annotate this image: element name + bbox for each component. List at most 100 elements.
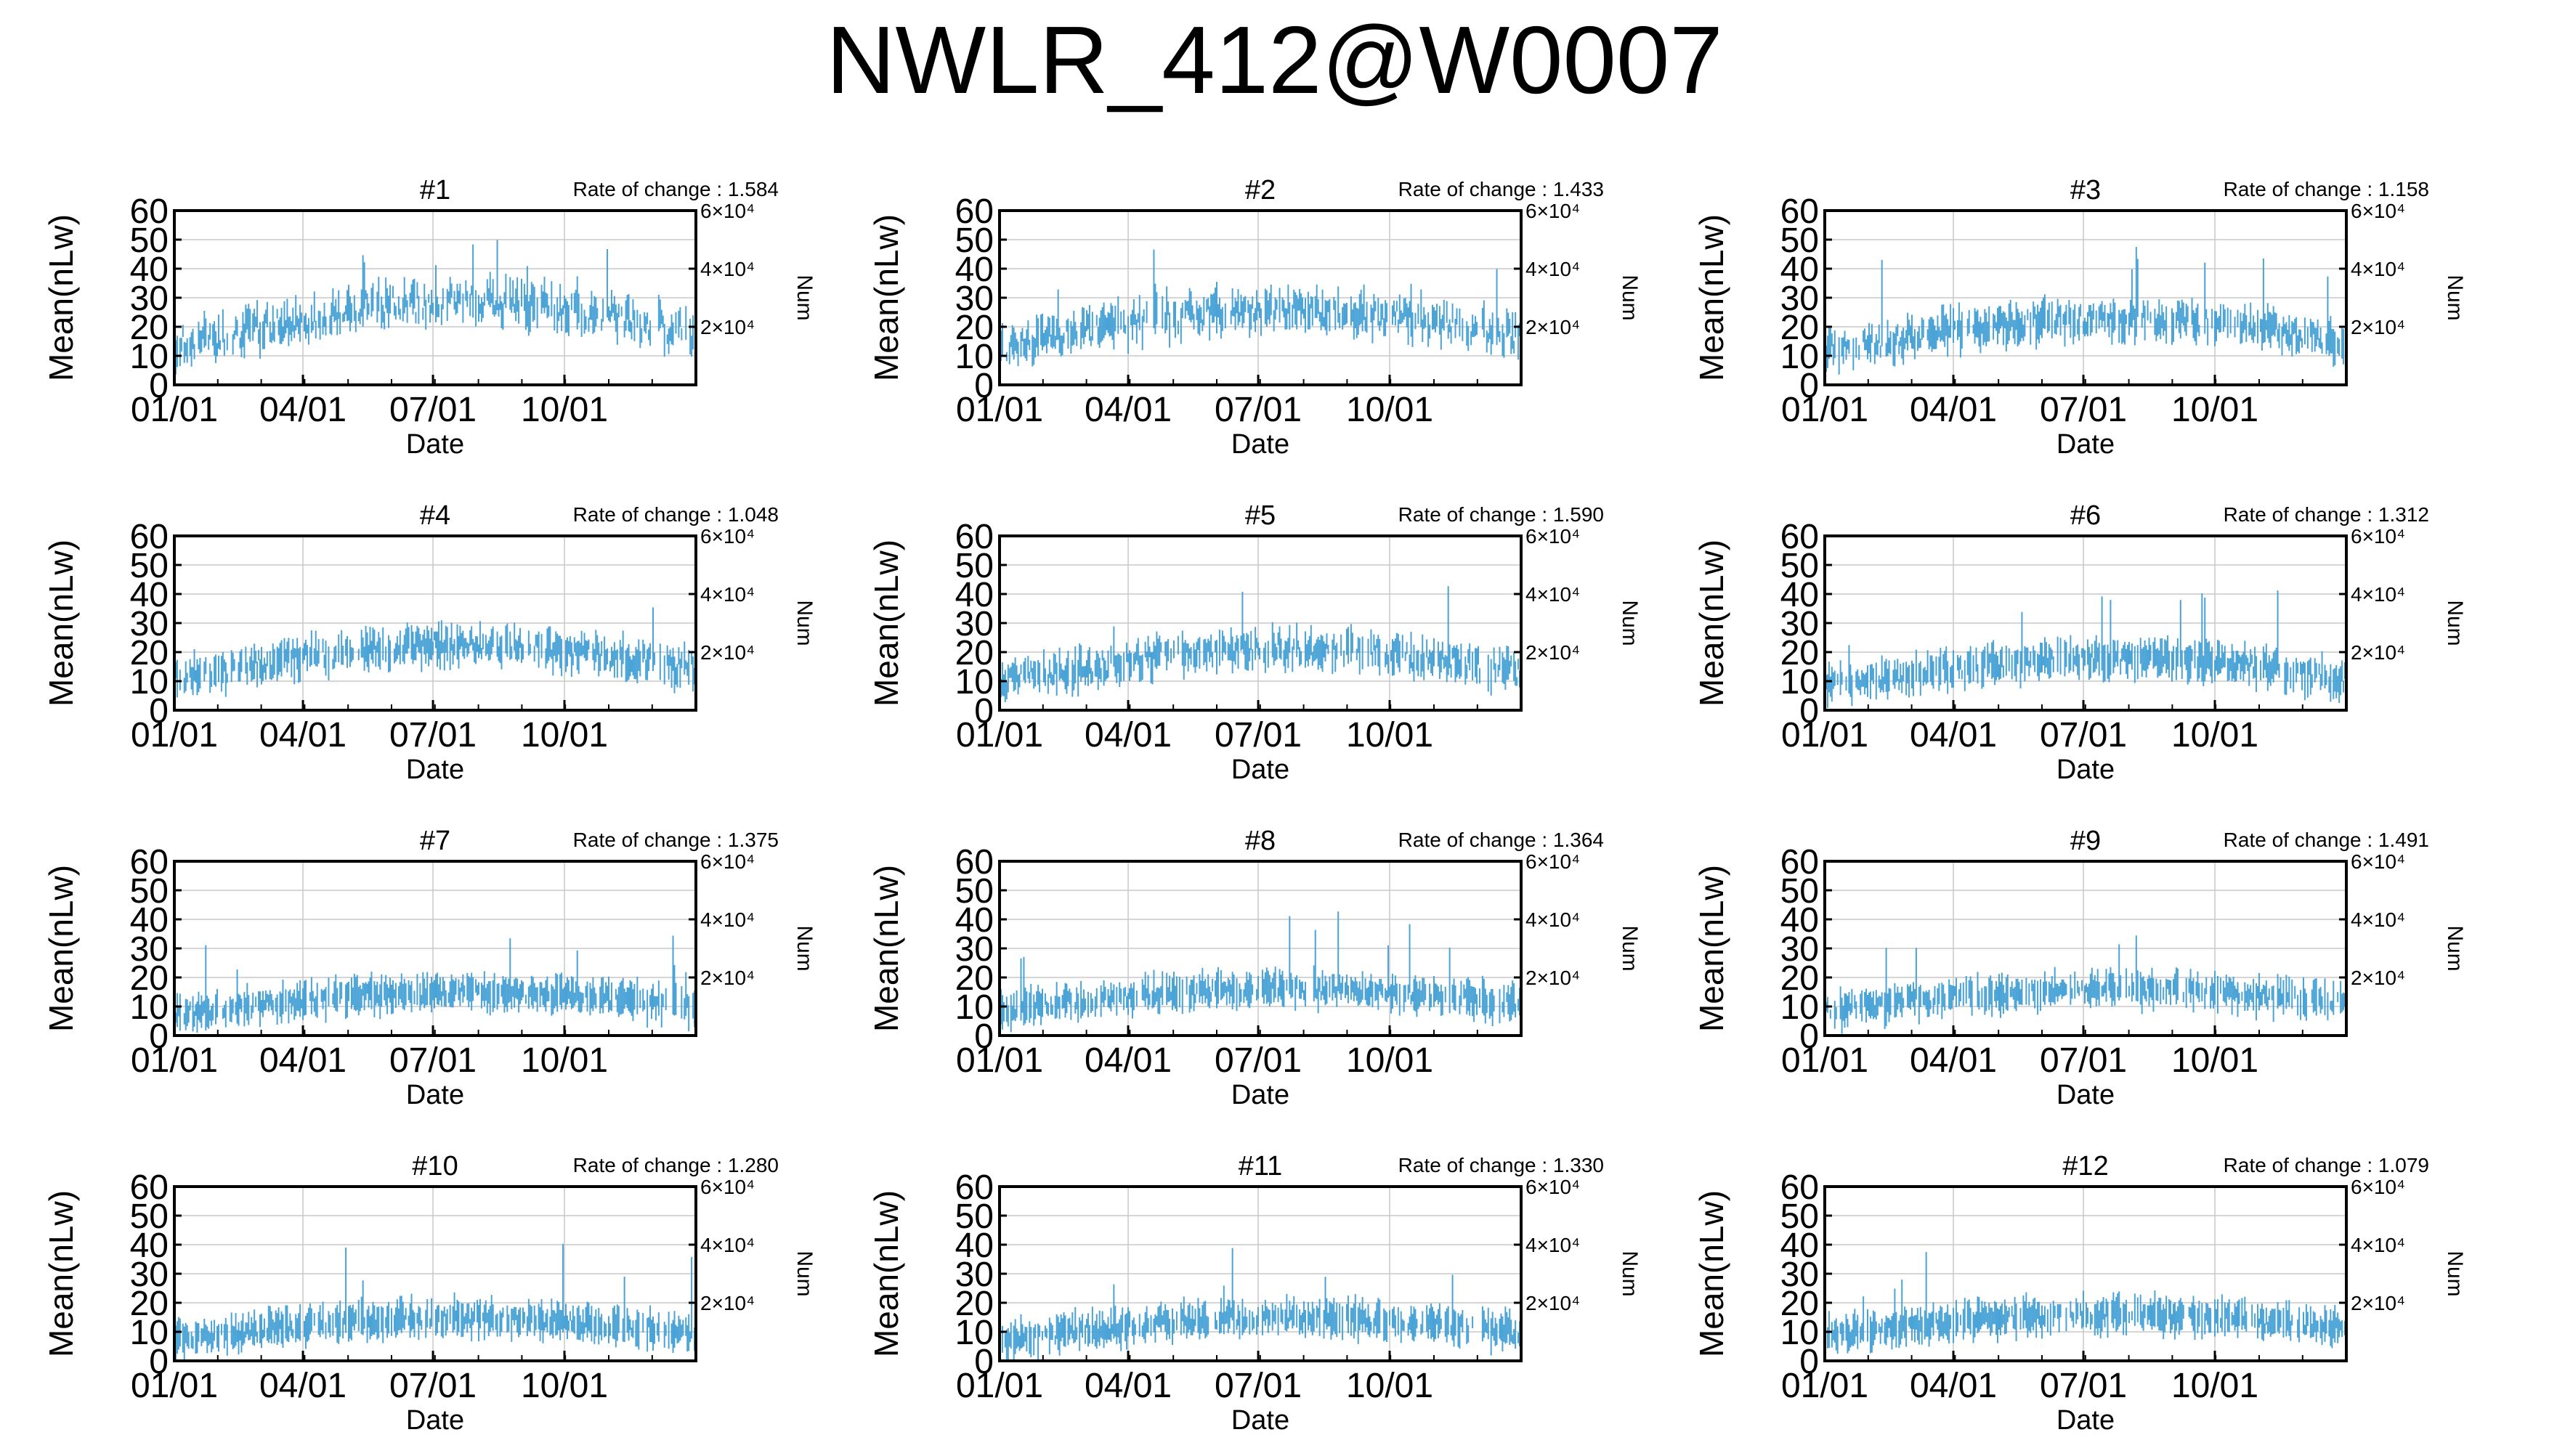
- y-tick-label: 10: [1780, 338, 1819, 376]
- y-tick-label: 0: [974, 1343, 994, 1381]
- y2-tick-label: 2×10⁴: [2351, 967, 2405, 989]
- panel-label: #7: [420, 826, 450, 856]
- y-tick-label: 0: [974, 1017, 994, 1056]
- y-tick-label: 50: [130, 872, 169, 911]
- y2-axis-label: Num: [793, 1250, 816, 1296]
- y-tick-label: 20: [130, 634, 169, 672]
- x-tick-label: 04/01: [259, 1041, 347, 1080]
- panel-label: #11: [1239, 1151, 1283, 1182]
- x-tick-label: 01/01: [131, 716, 218, 755]
- y-tick-label: 30: [1780, 1256, 1819, 1294]
- y2-tick-label: 6×10⁴: [700, 1176, 755, 1198]
- x-tick-label: 04/01: [1910, 716, 1997, 755]
- x-axis-label: Date: [2056, 429, 2115, 460]
- x-tick-label: 04/01: [1085, 391, 1172, 429]
- y2-axis-label: Num: [1618, 1250, 1642, 1296]
- y-axis-label: Mean(nLw): [42, 865, 80, 1032]
- y-tick-label: 50: [1780, 221, 1819, 260]
- y-tick-label: 30: [955, 1256, 994, 1294]
- y-tick-label: 20: [130, 309, 169, 347]
- y2-axis-label: Num: [1618, 274, 1642, 320]
- y-axis-label: Mean(nLw): [867, 540, 905, 707]
- y-tick-label: 60: [130, 192, 169, 231]
- panel-label: #1: [420, 175, 450, 206]
- y2-tick-label: 4×10⁴: [2351, 258, 2405, 280]
- x-tick-label: 10/01: [2171, 716, 2258, 755]
- x-tick-label: 01/01: [956, 391, 1043, 429]
- y-tick-label: 20: [1780, 309, 1819, 347]
- y-tick-label: 60: [130, 1168, 169, 1207]
- y-axis-label: Mean(nLw): [1693, 214, 1730, 381]
- x-axis-label: Date: [406, 1405, 464, 1436]
- x-axis-label: Date: [1231, 1405, 1289, 1436]
- y-tick-label: 20: [955, 1285, 994, 1323]
- x-axis-label: Date: [2056, 1080, 2115, 1110]
- y-tick-label: 40: [955, 1227, 994, 1265]
- y2-tick-label: 2×10⁴: [700, 1292, 755, 1314]
- y2-tick-label: 2×10⁴: [700, 641, 755, 664]
- x-tick-label: 01/01: [131, 1041, 218, 1080]
- y-tick-label: 0: [149, 1017, 169, 1056]
- rate-of-change-label: Rate of change : 1.584: [573, 178, 779, 200]
- x-tick-label: 01/01: [1781, 1367, 1868, 1405]
- y2-tick-label: 6×10⁴: [1525, 200, 1580, 222]
- y-tick-label: 60: [1780, 192, 1819, 231]
- y-tick-label: 40: [130, 1227, 169, 1265]
- y-tick-label: 0: [1799, 1017, 1819, 1056]
- y-tick-label: 30: [1780, 280, 1819, 318]
- x-tick-label: 10/01: [2171, 1367, 2258, 1405]
- y-tick-label: 40: [130, 576, 169, 614]
- x-axis-label: Date: [2056, 755, 2115, 785]
- y-tick-label: 20: [955, 634, 994, 672]
- y-tick-label: 10: [1780, 1314, 1819, 1352]
- rate-of-change-label: Rate of change : 1.491: [2224, 829, 2429, 851]
- y2-tick-label: 6×10⁴: [1525, 1176, 1580, 1198]
- rate-of-change-label: Rate of change : 1.375: [573, 829, 779, 851]
- x-tick-label: 04/01: [1910, 1041, 1997, 1080]
- y-axis-label: Mean(nLw): [867, 214, 905, 381]
- y2-axis-label: Num: [793, 274, 816, 320]
- x-tick-label: 07/01: [2040, 1041, 2127, 1080]
- y-tick-label: 40: [130, 251, 169, 289]
- y-tick-label: 50: [955, 547, 994, 585]
- y-tick-label: 0: [1799, 367, 1819, 405]
- x-tick-label: 04/01: [1910, 391, 1997, 429]
- y-tick-label: 30: [130, 280, 169, 318]
- y2-tick-label: 2×10⁴: [700, 316, 755, 338]
- y-axis-label: Mean(nLw): [867, 865, 905, 1032]
- x-tick-label: 07/01: [389, 716, 477, 755]
- rate-of-change-label: Rate of change : 1.048: [573, 503, 779, 526]
- y-tick-label: 10: [955, 1314, 994, 1352]
- y2-tick-label: 2×10⁴: [700, 967, 755, 989]
- rate-of-change-label: Rate of change : 1.079: [2224, 1154, 2429, 1176]
- x-tick-label: 04/01: [259, 391, 347, 429]
- y-tick-label: 40: [955, 901, 994, 940]
- x-axis-label: Date: [406, 755, 464, 785]
- panel-label: #10: [412, 1151, 458, 1182]
- x-tick-label: 07/01: [389, 1367, 477, 1405]
- y-tick-label: 0: [974, 367, 994, 405]
- x-tick-label: 10/01: [1346, 1367, 1433, 1405]
- y-tick-label: 0: [1799, 1343, 1819, 1381]
- y-tick-label: 40: [1780, 1227, 1819, 1265]
- y-tick-label: 0: [1799, 692, 1819, 731]
- y2-tick-label: 2×10⁴: [1525, 967, 1580, 989]
- y2-tick-label: 2×10⁴: [2351, 641, 2405, 664]
- x-tick-label: 07/01: [1215, 1367, 1302, 1405]
- y-tick-label: 10: [130, 1314, 169, 1352]
- y-tick-label: 30: [955, 605, 994, 643]
- x-axis-label: Date: [406, 429, 464, 460]
- y-tick-label: 20: [1780, 959, 1819, 998]
- y-axis-label: Mean(nLw): [42, 1190, 80, 1357]
- y-tick-label: 40: [955, 576, 994, 614]
- y-tick-label: 30: [130, 930, 169, 969]
- x-tick-label: 07/01: [1215, 716, 1302, 755]
